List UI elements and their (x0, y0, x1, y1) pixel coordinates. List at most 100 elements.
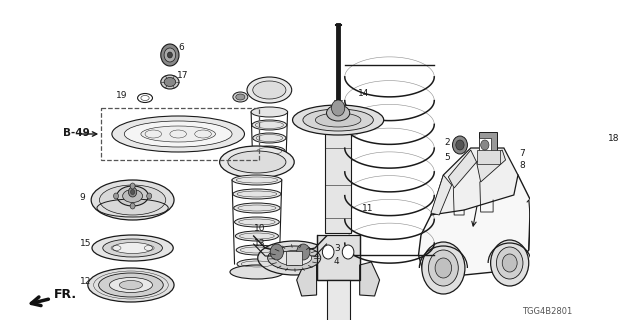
Polygon shape (431, 148, 518, 215)
Bar (101, 108, 259, 160)
Ellipse shape (253, 146, 285, 156)
Ellipse shape (233, 92, 248, 102)
Text: 19: 19 (116, 91, 127, 100)
Text: 15: 15 (79, 238, 91, 247)
Circle shape (332, 100, 345, 116)
Circle shape (435, 258, 452, 278)
Polygon shape (477, 150, 506, 182)
Polygon shape (431, 175, 452, 215)
Polygon shape (419, 170, 531, 275)
Text: 18: 18 (607, 133, 619, 142)
Ellipse shape (292, 105, 384, 135)
Circle shape (147, 193, 152, 199)
Circle shape (113, 193, 118, 199)
Ellipse shape (236, 94, 245, 100)
Bar (286, 251, 303, 265)
Text: TGG4B2801: TGG4B2801 (522, 308, 572, 316)
Ellipse shape (303, 109, 373, 131)
Ellipse shape (277, 251, 312, 266)
Circle shape (428, 250, 458, 286)
Text: 16: 16 (257, 90, 268, 99)
Ellipse shape (112, 116, 244, 152)
Circle shape (491, 240, 529, 286)
Ellipse shape (316, 113, 361, 127)
Text: 3: 3 (334, 244, 340, 252)
Text: 2: 2 (444, 138, 450, 147)
Ellipse shape (164, 77, 176, 86)
Polygon shape (449, 150, 477, 188)
Circle shape (168, 52, 172, 58)
Text: B-49: B-49 (63, 128, 90, 138)
Ellipse shape (123, 189, 143, 203)
Text: 17: 17 (177, 70, 188, 79)
Circle shape (422, 242, 465, 294)
Text: 12: 12 (79, 277, 91, 286)
Circle shape (161, 44, 179, 66)
Polygon shape (360, 262, 380, 296)
Circle shape (323, 245, 334, 259)
Ellipse shape (255, 158, 284, 168)
Ellipse shape (251, 107, 287, 117)
Bar (479, 138, 491, 152)
Bar (326, 280, 349, 320)
Ellipse shape (237, 259, 277, 269)
Ellipse shape (236, 245, 278, 255)
Ellipse shape (119, 281, 143, 290)
Ellipse shape (88, 268, 174, 302)
Ellipse shape (230, 265, 284, 279)
Ellipse shape (247, 77, 292, 103)
Text: 9: 9 (79, 193, 85, 202)
Circle shape (129, 187, 137, 197)
Ellipse shape (161, 75, 179, 89)
Circle shape (452, 136, 467, 154)
Circle shape (481, 140, 489, 150)
Polygon shape (297, 262, 317, 296)
Ellipse shape (141, 126, 216, 142)
Circle shape (130, 203, 135, 209)
Circle shape (164, 48, 176, 62)
Ellipse shape (113, 243, 152, 253)
Text: 11: 11 (362, 204, 374, 212)
Circle shape (131, 189, 134, 195)
Ellipse shape (326, 105, 349, 121)
Circle shape (497, 247, 523, 279)
Ellipse shape (234, 203, 280, 213)
Circle shape (270, 244, 284, 260)
Ellipse shape (253, 81, 286, 99)
Ellipse shape (268, 246, 321, 270)
Bar (479, 132, 497, 158)
Text: 4: 4 (334, 258, 340, 267)
Circle shape (342, 245, 354, 259)
Ellipse shape (258, 241, 331, 275)
Bar (317, 235, 360, 280)
Ellipse shape (253, 133, 286, 143)
Ellipse shape (91, 180, 174, 220)
Text: 10: 10 (255, 223, 266, 233)
Text: 6: 6 (178, 43, 184, 52)
Ellipse shape (99, 185, 166, 215)
Ellipse shape (234, 217, 279, 227)
Text: 5: 5 (444, 153, 450, 162)
Ellipse shape (252, 120, 287, 130)
Ellipse shape (233, 189, 281, 199)
Ellipse shape (109, 277, 152, 292)
Circle shape (297, 244, 310, 260)
Circle shape (456, 140, 464, 150)
Bar (325, 133, 351, 233)
Text: 14: 14 (358, 89, 369, 98)
Ellipse shape (220, 146, 294, 178)
Ellipse shape (117, 186, 148, 206)
Ellipse shape (124, 121, 232, 147)
Ellipse shape (103, 239, 163, 257)
Ellipse shape (232, 175, 282, 185)
Ellipse shape (236, 231, 278, 241)
Text: 13: 13 (255, 238, 266, 247)
Text: 8: 8 (520, 161, 525, 170)
Ellipse shape (228, 151, 286, 173)
Ellipse shape (92, 235, 173, 261)
Ellipse shape (99, 273, 163, 297)
Circle shape (130, 183, 135, 189)
Text: FR.: FR. (31, 289, 77, 306)
Circle shape (502, 254, 517, 272)
Bar (477, 150, 500, 164)
